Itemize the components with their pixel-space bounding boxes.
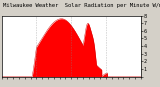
Text: Milwaukee Weather  Solar Radiation per Minute W/m2 (Last 24 Hours): Milwaukee Weather Solar Radiation per Mi… [3,3,160,8]
